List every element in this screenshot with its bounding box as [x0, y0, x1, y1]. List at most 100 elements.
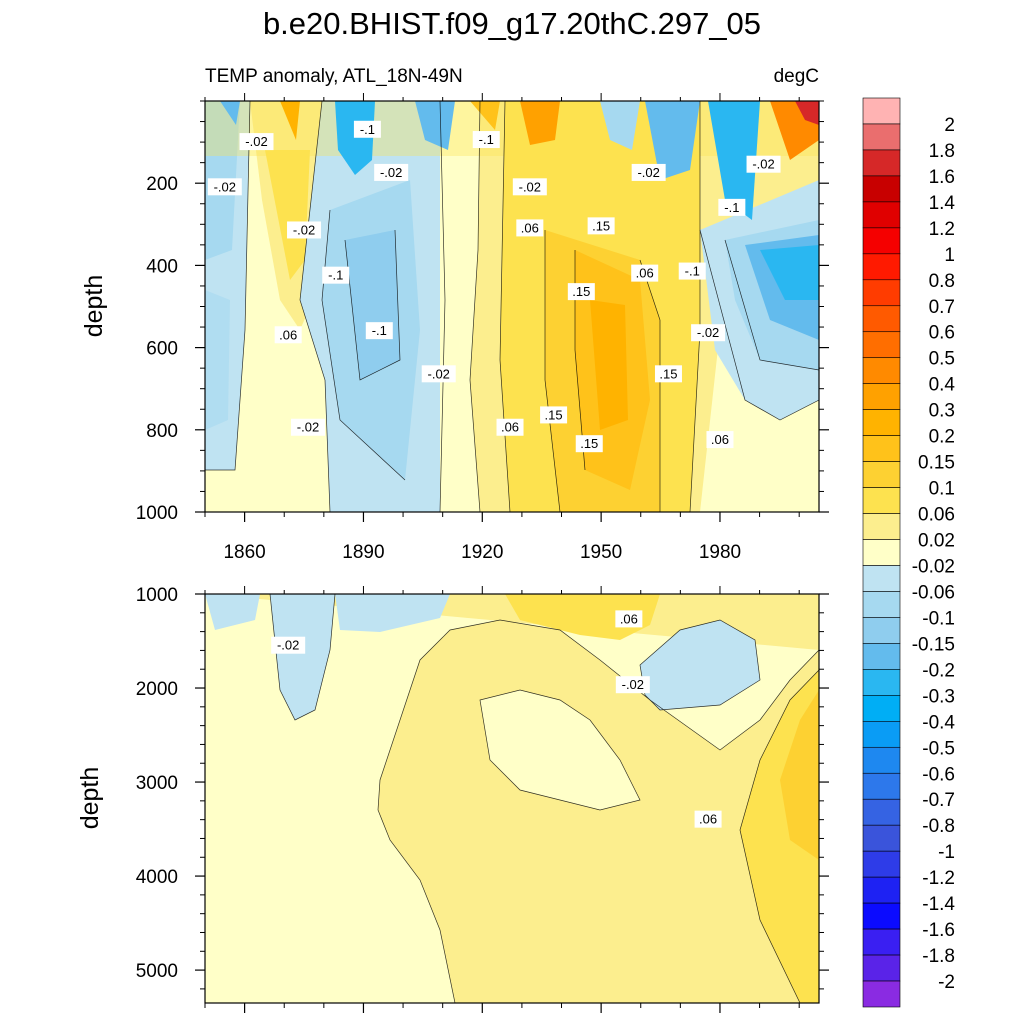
y-tick-label: 800	[146, 421, 178, 442]
colorbar-swatch	[862, 798, 901, 826]
colorbar-label: -0.5	[922, 738, 955, 759]
svg-text:.15: .15	[659, 366, 677, 381]
contour-label: -.02	[421, 365, 456, 383]
contour-label: .15	[567, 283, 595, 301]
svg-text:.06: .06	[501, 420, 519, 435]
y-tick-label: 1000	[136, 503, 178, 524]
colorbar-label: 0.2	[929, 427, 955, 448]
contour-label: -.02	[691, 324, 726, 342]
svg-text:.06: .06	[521, 220, 539, 235]
colorbar-swatch	[862, 357, 901, 384]
colorbar-label: 0.15	[918, 453, 955, 474]
contour-label: .06	[694, 810, 722, 828]
contour-label: -.1	[472, 131, 500, 149]
svg-text:-.02: -.02	[245, 134, 267, 149]
colorbar-label: -0.3	[922, 686, 955, 707]
colorbar-swatch	[862, 617, 901, 644]
contour-label: -.1	[365, 322, 393, 340]
contour-label: -.1	[322, 266, 350, 284]
upper-axes: 1860 1890 1920 1950 1980 200 400 600 800 1000	[136, 93, 829, 563]
panel-subtitle-left: TEMP anomaly, ATL_18N-49N	[205, 66, 463, 87]
lower-contour-fill	[205, 594, 819, 1003]
colorbar-label: -0.06	[912, 582, 955, 603]
contour-label: -.1	[678, 262, 706, 280]
colorbar-label: -0.1	[922, 608, 955, 629]
contour-label: .06	[631, 264, 659, 282]
svg-text:.15: .15	[572, 284, 590, 299]
colorbar-swatch	[862, 772, 901, 800]
contour-label: -.1	[718, 198, 746, 216]
colorbar-swatch	[862, 175, 901, 203]
lower-y-axis-label: depth	[76, 767, 104, 830]
upper-y-axis-label: depth	[80, 275, 108, 338]
colorbar-swatch	[862, 305, 901, 333]
x-tick-label: 1890	[342, 542, 384, 563]
svg-text:.15: .15	[592, 218, 610, 233]
svg-text:.15: .15	[580, 436, 598, 451]
contour-label: -.02	[207, 178, 242, 196]
y-tick-label: 200	[146, 174, 178, 195]
colorbar-swatch	[862, 669, 901, 696]
contour-label: -.02	[615, 676, 650, 694]
contour-label: .06	[274, 326, 302, 344]
colorbar-swatch	[862, 721, 901, 748]
colorbar-swatch	[862, 746, 901, 774]
colorbar-swatch	[862, 149, 901, 177]
colorbar-label: -1.8	[922, 946, 955, 967]
x-tick-label: 1950	[580, 542, 622, 563]
colorbar-swatch	[862, 824, 901, 852]
contour-label: -.02	[746, 155, 781, 173]
svg-text:-.1: -.1	[724, 200, 739, 215]
colorbar-label: -1.6	[922, 920, 955, 941]
colorbar-swatch	[862, 695, 901, 722]
colorbar-swatch	[862, 123, 901, 151]
colorbar-label: 0.6	[929, 323, 955, 344]
colorbar-label: -1.2	[922, 868, 955, 889]
contour-label: -.02	[631, 163, 666, 181]
colorbar-label: 0.1	[929, 479, 955, 500]
colorbar-swatch	[862, 409, 901, 436]
x-tick-label: 1860	[223, 542, 265, 563]
y-tick-label: 2000	[136, 679, 178, 700]
lower-axes: 1000 2000 3000 4000 5000	[136, 585, 829, 1013]
colorbar-label: -0.2	[922, 660, 955, 681]
colorbar-label: 0.06	[918, 505, 955, 526]
colorbar-label: 0.02	[918, 531, 955, 552]
colorbar-label: -0.8	[922, 816, 955, 837]
contour-label: -.02	[271, 636, 306, 654]
colorbar-swatch	[862, 253, 901, 281]
colorbar-label: -2	[938, 972, 955, 993]
colorbar-swatch	[862, 435, 901, 462]
svg-text:-.02: -.02	[697, 325, 719, 340]
colorbar-swatch	[862, 539, 901, 566]
svg-text:.06: .06	[620, 611, 638, 626]
svg-text:-.1: -.1	[479, 132, 494, 147]
svg-text:.15: .15	[545, 407, 563, 422]
chart-title: b.e20.BHIST.f09_g17.20thC.297_05	[263, 6, 761, 41]
svg-text:-.1: -.1	[360, 122, 375, 137]
svg-text:.06: .06	[711, 432, 729, 447]
colorbar-label: -0.6	[922, 764, 955, 785]
contour-label: -.02	[239, 133, 274, 151]
colorbar-swatch	[862, 980, 901, 1008]
panel-subtitle-right: degC	[774, 66, 819, 87]
x-tick-label: 1980	[699, 542, 741, 563]
colorbar-label: -1.4	[922, 894, 955, 915]
contour-label: -.02	[374, 163, 409, 181]
colorbar-label: -1	[938, 842, 955, 863]
colorbar-swatch	[862, 591, 901, 618]
contour-label: .06	[516, 219, 544, 237]
colorbar-swatch	[862, 461, 901, 488]
upper-contour-fill	[205, 101, 819, 512]
contour-label: -.02	[512, 178, 547, 196]
colorbar-swatch	[862, 850, 901, 878]
contour-label: .15	[540, 406, 568, 424]
colorbar-swatch	[862, 383, 901, 410]
svg-text:-.02: -.02	[428, 366, 450, 381]
svg-text:.06: .06	[636, 266, 654, 281]
colorbar-swatch	[862, 331, 901, 359]
x-tick-label: 1920	[461, 542, 503, 563]
colorbar-label: 1.2	[929, 219, 955, 240]
svg-text:-.02: -.02	[622, 677, 644, 692]
lower-panel: -.02 .06 -.02 .06 1000 2000 3000 4000 5000 dept…	[76, 585, 829, 1013]
